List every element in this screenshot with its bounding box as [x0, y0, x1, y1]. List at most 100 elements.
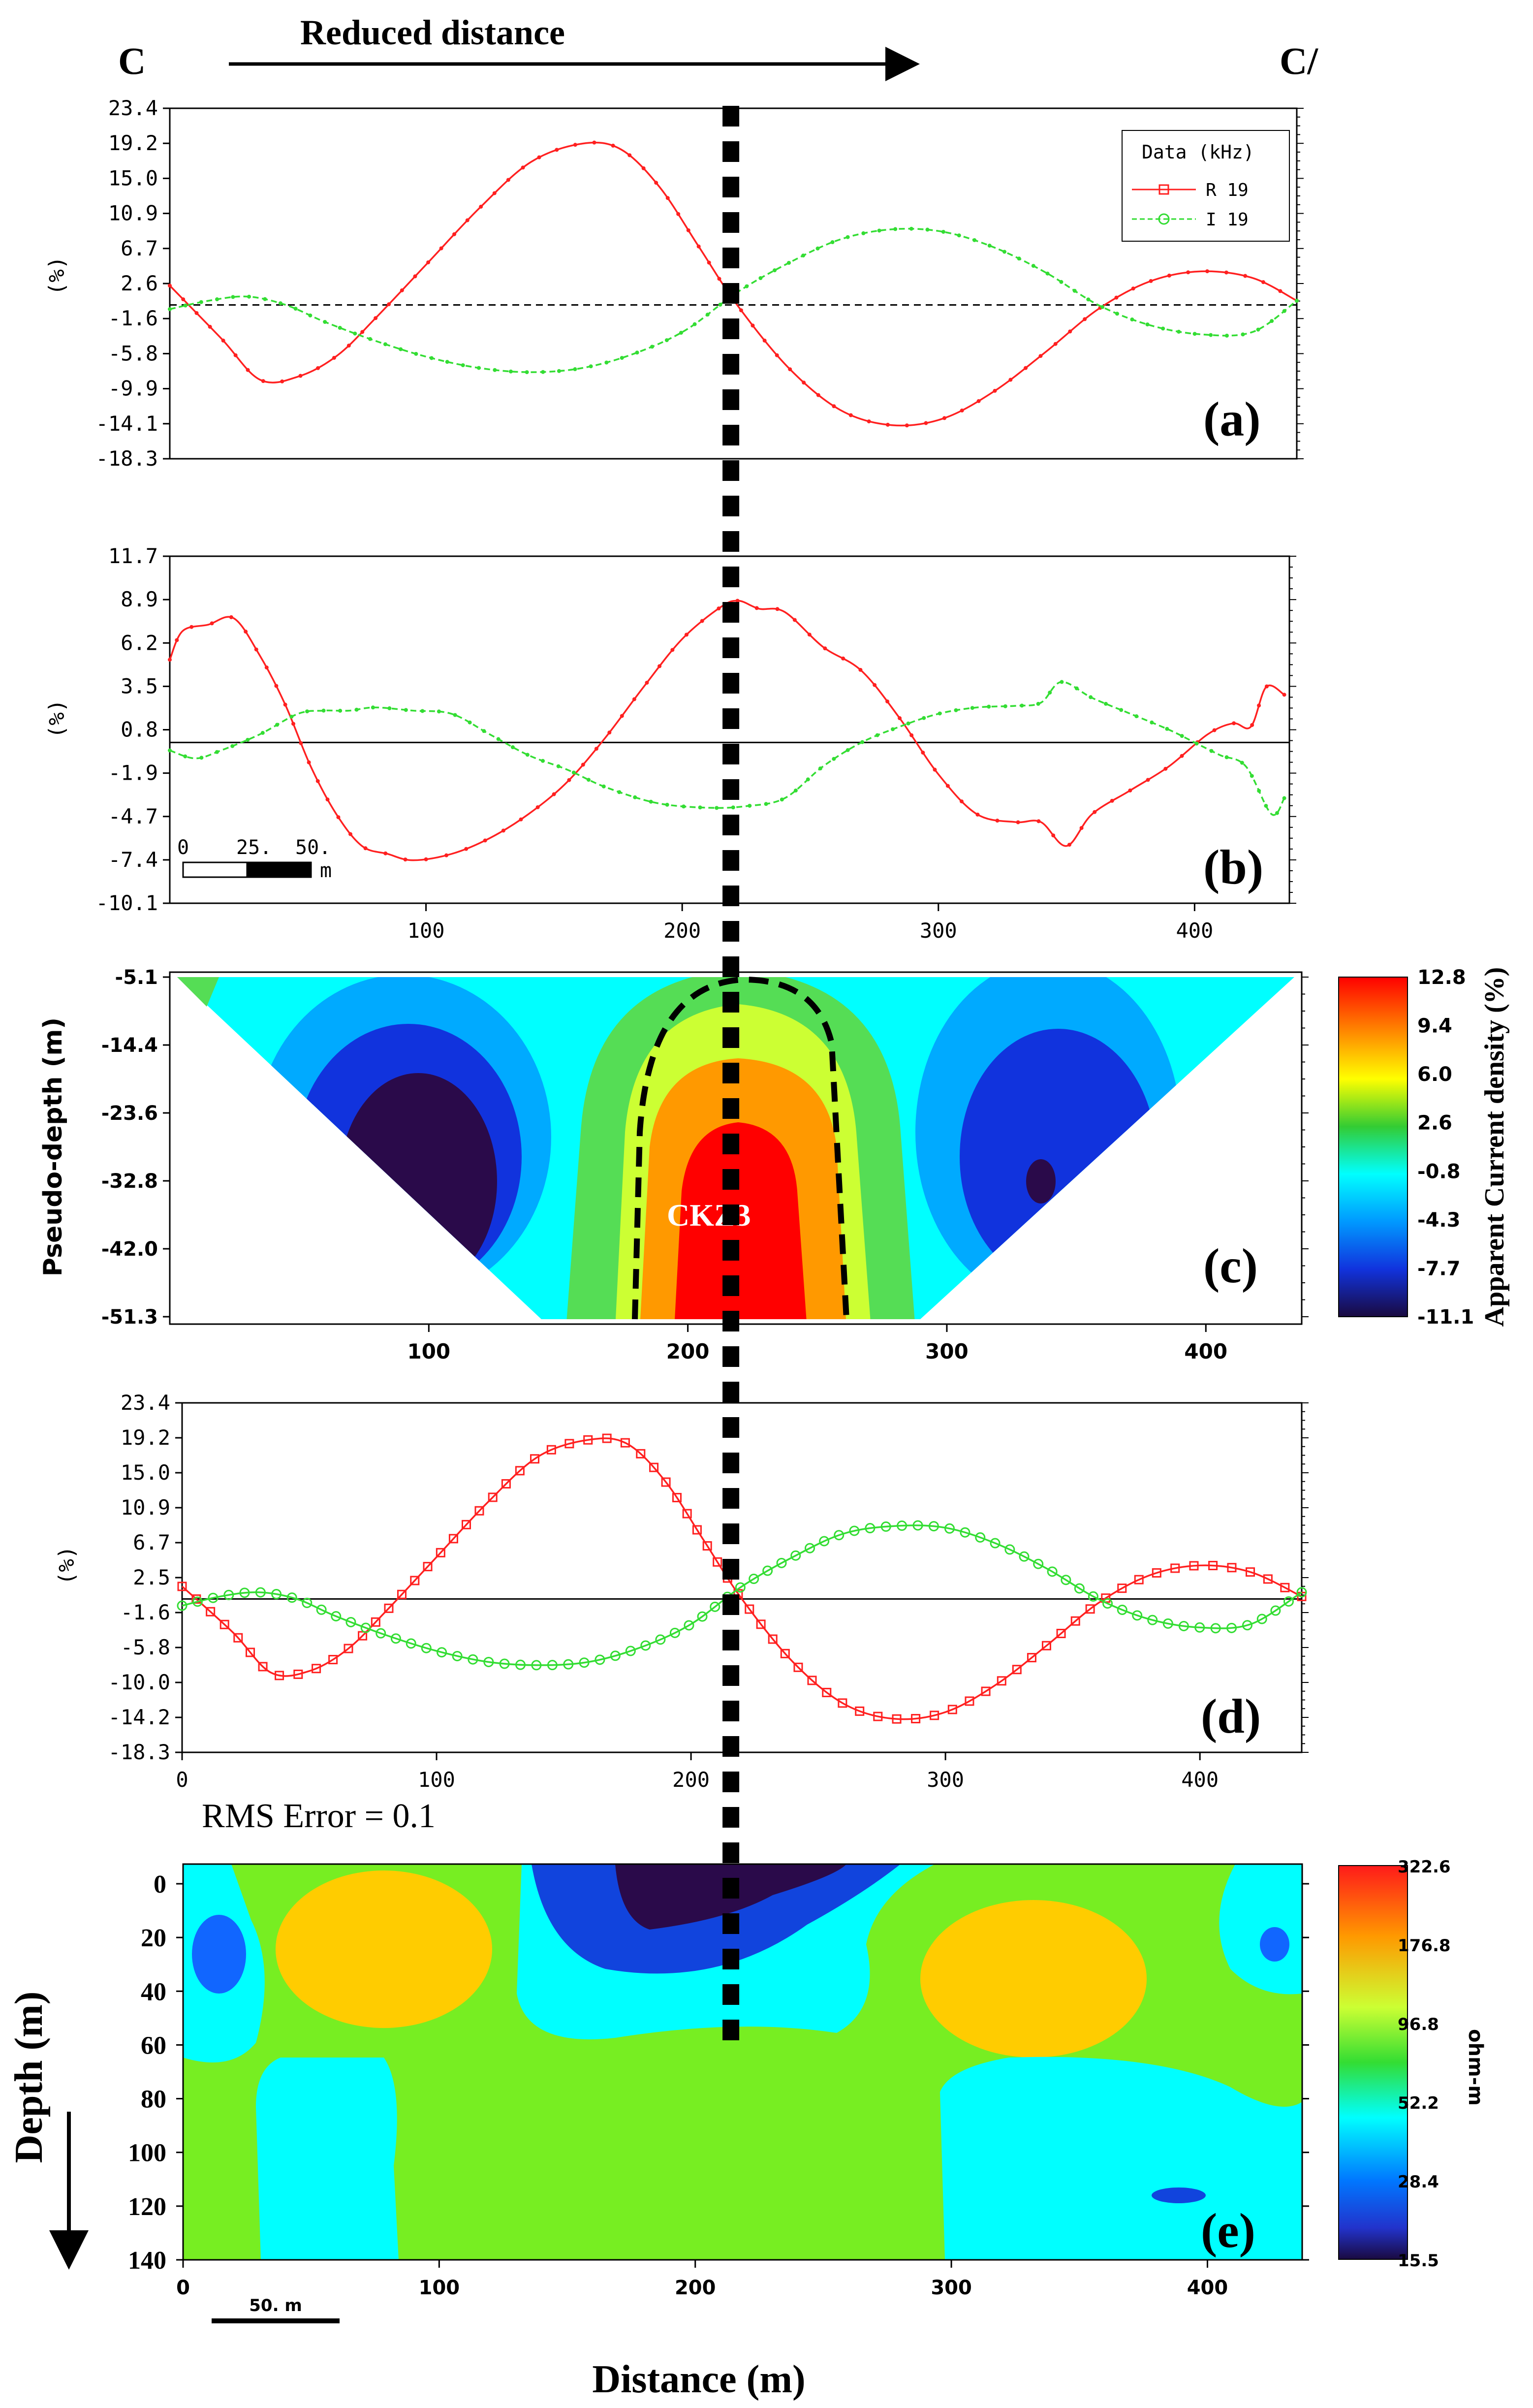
series-marker [775, 607, 780, 611]
series-marker [993, 388, 997, 393]
series-marker [780, 797, 784, 802]
series-marker [1275, 811, 1279, 815]
colorbar-tick: 96.8 [1398, 2015, 1439, 2034]
series-marker [1257, 789, 1261, 793]
series-marker [230, 744, 235, 748]
legend-box [1122, 130, 1290, 242]
series-marker [464, 847, 469, 851]
ytick-label: -14.1 [96, 412, 158, 436]
series-marker [632, 697, 636, 701]
series-marker [375, 1628, 386, 1639]
series-marker [229, 615, 233, 619]
series-marker [1128, 788, 1132, 792]
series-marker [1194, 1622, 1205, 1633]
series-marker [692, 1525, 702, 1535]
series-marker [657, 664, 662, 668]
series-marker [972, 238, 977, 242]
series-marker [748, 803, 752, 808]
series-marker [1070, 1616, 1080, 1626]
series-marker [834, 1530, 845, 1541]
ytick-label: -7.4 [108, 848, 158, 872]
series-marker [390, 1633, 401, 1644]
series-marker [383, 342, 387, 347]
colorbar-tick: -11.1 [1417, 1306, 1474, 1329]
series-marker [617, 790, 622, 794]
series-marker [944, 1523, 955, 1534]
series-marker [328, 1655, 338, 1665]
series-marker [1163, 766, 1168, 771]
colorbar-tick: 322.6 [1398, 1857, 1451, 1877]
panel-c-colorbar-title: Apparent Current density (%) [1479, 967, 1510, 1327]
series-marker [567, 778, 571, 782]
series-marker [426, 260, 431, 265]
panel-d-frame [181, 1402, 1303, 1753]
scale-label-0: 0 [177, 836, 189, 859]
series-marker [649, 799, 653, 804]
series-marker [168, 284, 172, 288]
series-marker [338, 708, 343, 713]
series-marker [1088, 1591, 1098, 1602]
series-marker [965, 1696, 974, 1706]
series-marker [855, 1706, 865, 1716]
series-marker [838, 1698, 847, 1708]
series-marker [1194, 741, 1199, 746]
ytick-label: -1.6 [108, 306, 158, 330]
xtick-label: 100 [407, 919, 445, 943]
series-marker [650, 345, 655, 349]
series-marker [579, 1657, 590, 1668]
series-marker [510, 745, 515, 749]
series-marker [307, 760, 311, 764]
contour-e-left-blue [192, 1915, 246, 1994]
series-marker [792, 618, 797, 622]
series-marker [465, 218, 469, 222]
series-marker [414, 351, 418, 356]
panel-c-yticks: -5.1 -14.4 -23.6 -32.8 -42.0 -51.3 [101, 966, 1309, 1329]
series-marker [640, 1640, 651, 1651]
xtick-label: 300 [920, 919, 957, 943]
series-marker [1170, 1563, 1180, 1573]
xtick-label: 400 [1184, 1339, 1227, 1363]
series-marker [1212, 728, 1217, 732]
series-marker [246, 1648, 255, 1657]
series-marker [873, 1711, 883, 1721]
series-marker [970, 706, 974, 710]
panel-d-xticks: 0 100 200 300 400 [176, 1752, 1219, 1792]
series-marker [649, 1462, 659, 1472]
series-marker [922, 716, 926, 720]
series-marker [815, 246, 820, 251]
ytick-label: -14.4 [101, 1034, 158, 1057]
series-marker [1264, 684, 1269, 689]
series-marker [911, 1714, 921, 1724]
series-marker [501, 1479, 511, 1489]
series-marker [316, 1604, 327, 1615]
series-marker [219, 1619, 229, 1629]
series-marker [641, 166, 646, 170]
series-marker [283, 702, 287, 707]
series-marker [773, 268, 777, 273]
series-marker [221, 338, 225, 343]
series-marker [312, 1664, 321, 1674]
series-marker [1093, 810, 1097, 814]
series-marker [302, 1597, 313, 1608]
series-marker [556, 764, 561, 768]
series-marker [700, 619, 704, 623]
series-marker [403, 857, 407, 862]
panel-d: 23.4 19.2 15.0 10.9 6.7 2.5 -1.6 -5.8 -10.0 -14.2… [54, 1391, 1309, 1835]
series-marker [1189, 1561, 1199, 1571]
contour-e-bottom-right [940, 2057, 1302, 2260]
panel-d-letter: (d) [1201, 1689, 1261, 1743]
series-marker [698, 805, 702, 810]
series-marker [1033, 1558, 1044, 1569]
series-marker [496, 737, 501, 741]
series-marker [906, 721, 910, 726]
ytick-label: 23.4 [121, 1391, 170, 1415]
series-marker [571, 770, 576, 775]
series-marker [1132, 1610, 1143, 1621]
series-marker [360, 1622, 371, 1633]
series-marker [636, 1449, 646, 1458]
series-marker [208, 324, 212, 329]
series-marker [1246, 1567, 1255, 1577]
series-marker [384, 1603, 394, 1613]
ytick-label: 100 [128, 2139, 166, 2167]
series-marker [1130, 317, 1134, 322]
